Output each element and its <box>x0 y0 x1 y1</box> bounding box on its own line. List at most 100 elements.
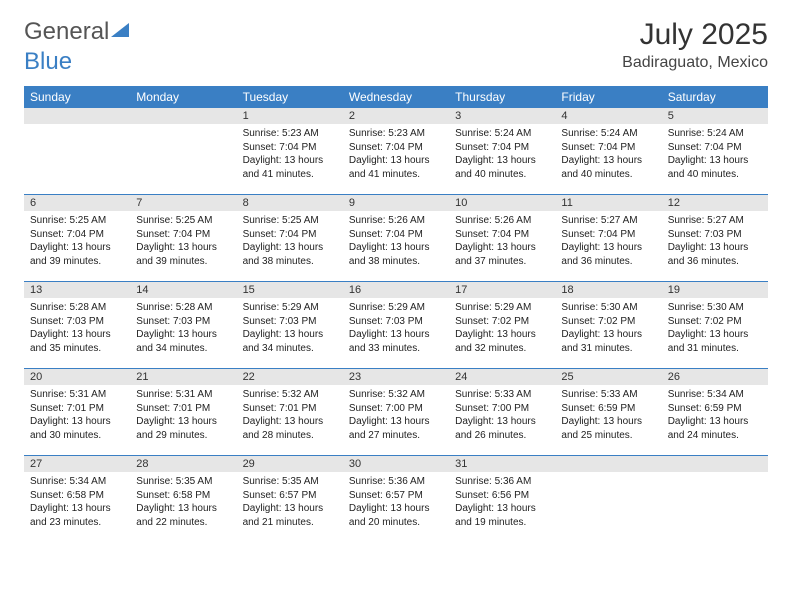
day-number: 1 <box>237 108 343 124</box>
day-header-cell: Saturday <box>662 86 768 108</box>
day-number: 7 <box>130 195 236 211</box>
location-label: Badiraguato, Mexico <box>622 54 768 72</box>
day-data: Sunrise: 5:35 AMSunset: 6:57 PMDaylight:… <box>237 472 343 533</box>
day-header-cell: Friday <box>555 86 661 108</box>
day-data: Sunrise: 5:26 AMSunset: 7:04 PMDaylight:… <box>343 211 449 272</box>
calendar-day-cell: 16Sunrise: 5:29 AMSunset: 7:03 PMDayligh… <box>343 282 449 368</box>
calendar-day-cell: 1Sunrise: 5:23 AMSunset: 7:04 PMDaylight… <box>237 108 343 194</box>
day-number: 24 <box>449 369 555 385</box>
logo-text-2: Blue <box>24 48 72 76</box>
day-number: 11 <box>555 195 661 211</box>
calendar-day-cell: 7Sunrise: 5:25 AMSunset: 7:04 PMDaylight… <box>130 195 236 281</box>
logo: General <box>24 18 129 46</box>
calendar-day-header: SundayMondayTuesdayWednesdayThursdayFrid… <box>24 86 768 108</box>
calendar-day-cell: 26Sunrise: 5:34 AMSunset: 6:59 PMDayligh… <box>662 369 768 455</box>
day-data: Sunrise: 5:32 AMSunset: 7:01 PMDaylight:… <box>237 385 343 446</box>
day-data <box>662 472 768 479</box>
calendar-day-cell: 8Sunrise: 5:25 AMSunset: 7:04 PMDaylight… <box>237 195 343 281</box>
calendar-day-cell: 24Sunrise: 5:33 AMSunset: 7:00 PMDayligh… <box>449 369 555 455</box>
day-number: 26 <box>662 369 768 385</box>
calendar-day-cell: 29Sunrise: 5:35 AMSunset: 6:57 PMDayligh… <box>237 456 343 542</box>
day-number: 5 <box>662 108 768 124</box>
calendar-day-cell: 20Sunrise: 5:31 AMSunset: 7:01 PMDayligh… <box>24 369 130 455</box>
calendar-day-cell: 5Sunrise: 5:24 AMSunset: 7:04 PMDaylight… <box>662 108 768 194</box>
day-number: 2 <box>343 108 449 124</box>
day-data: Sunrise: 5:30 AMSunset: 7:02 PMDaylight:… <box>555 298 661 359</box>
day-data: Sunrise: 5:27 AMSunset: 7:04 PMDaylight:… <box>555 211 661 272</box>
day-number: 13 <box>24 282 130 298</box>
calendar-day-cell: 30Sunrise: 5:36 AMSunset: 6:57 PMDayligh… <box>343 456 449 542</box>
calendar-day-cell: 18Sunrise: 5:30 AMSunset: 7:02 PMDayligh… <box>555 282 661 368</box>
day-number <box>130 108 236 124</box>
calendar-empty-cell <box>24 108 130 194</box>
calendar-week-row: 1Sunrise: 5:23 AMSunset: 7:04 PMDaylight… <box>24 108 768 195</box>
day-data <box>555 472 661 479</box>
day-number: 25 <box>555 369 661 385</box>
calendar-day-cell: 21Sunrise: 5:31 AMSunset: 7:01 PMDayligh… <box>130 369 236 455</box>
calendar-week-row: 13Sunrise: 5:28 AMSunset: 7:03 PMDayligh… <box>24 282 768 369</box>
day-header-cell: Sunday <box>24 86 130 108</box>
day-number: 10 <box>449 195 555 211</box>
calendar-week-row: 27Sunrise: 5:34 AMSunset: 6:58 PMDayligh… <box>24 456 768 542</box>
day-number: 3 <box>449 108 555 124</box>
day-data: Sunrise: 5:24 AMSunset: 7:04 PMDaylight:… <box>449 124 555 185</box>
day-number: 12 <box>662 195 768 211</box>
calendar-day-cell: 23Sunrise: 5:32 AMSunset: 7:00 PMDayligh… <box>343 369 449 455</box>
day-data: Sunrise: 5:29 AMSunset: 7:02 PMDaylight:… <box>449 298 555 359</box>
calendar-day-cell: 15Sunrise: 5:29 AMSunset: 7:03 PMDayligh… <box>237 282 343 368</box>
day-data: Sunrise: 5:29 AMSunset: 7:03 PMDaylight:… <box>343 298 449 359</box>
day-data: Sunrise: 5:32 AMSunset: 7:00 PMDaylight:… <box>343 385 449 446</box>
day-data <box>130 124 236 131</box>
calendar-day-cell: 6Sunrise: 5:25 AMSunset: 7:04 PMDaylight… <box>24 195 130 281</box>
calendar-empty-cell <box>662 456 768 542</box>
day-number: 30 <box>343 456 449 472</box>
day-data: Sunrise: 5:35 AMSunset: 6:58 PMDaylight:… <box>130 472 236 533</box>
day-number: 27 <box>24 456 130 472</box>
day-number: 19 <box>662 282 768 298</box>
calendar-day-cell: 3Sunrise: 5:24 AMSunset: 7:04 PMDaylight… <box>449 108 555 194</box>
day-number: 23 <box>343 369 449 385</box>
day-data: Sunrise: 5:29 AMSunset: 7:03 PMDaylight:… <box>237 298 343 359</box>
day-data: Sunrise: 5:34 AMSunset: 6:58 PMDaylight:… <box>24 472 130 533</box>
day-number: 9 <box>343 195 449 211</box>
calendar-day-cell: 31Sunrise: 5:36 AMSunset: 6:56 PMDayligh… <box>449 456 555 542</box>
day-data: Sunrise: 5:25 AMSunset: 7:04 PMDaylight:… <box>237 211 343 272</box>
calendar-day-cell: 14Sunrise: 5:28 AMSunset: 7:03 PMDayligh… <box>130 282 236 368</box>
day-data: Sunrise: 5:25 AMSunset: 7:04 PMDaylight:… <box>130 211 236 272</box>
day-data: Sunrise: 5:34 AMSunset: 6:59 PMDaylight:… <box>662 385 768 446</box>
logo-text-1: General <box>24 18 109 46</box>
calendar-day-cell: 13Sunrise: 5:28 AMSunset: 7:03 PMDayligh… <box>24 282 130 368</box>
day-number <box>662 456 768 472</box>
day-number <box>555 456 661 472</box>
day-number: 14 <box>130 282 236 298</box>
day-number: 6 <box>24 195 130 211</box>
day-header-cell: Monday <box>130 86 236 108</box>
page-title: July 2025 <box>622 18 768 52</box>
day-data: Sunrise: 5:28 AMSunset: 7:03 PMDaylight:… <box>24 298 130 359</box>
day-data: Sunrise: 5:33 AMSunset: 7:00 PMDaylight:… <box>449 385 555 446</box>
calendar-day-cell: 22Sunrise: 5:32 AMSunset: 7:01 PMDayligh… <box>237 369 343 455</box>
calendar-day-cell: 11Sunrise: 5:27 AMSunset: 7:04 PMDayligh… <box>555 195 661 281</box>
day-number: 15 <box>237 282 343 298</box>
calendar: SundayMondayTuesdayWednesdayThursdayFrid… <box>24 86 768 542</box>
day-number: 28 <box>130 456 236 472</box>
day-number: 17 <box>449 282 555 298</box>
day-data: Sunrise: 5:25 AMSunset: 7:04 PMDaylight:… <box>24 211 130 272</box>
calendar-day-cell: 25Sunrise: 5:33 AMSunset: 6:59 PMDayligh… <box>555 369 661 455</box>
day-number <box>24 108 130 124</box>
logo-triangle-icon <box>111 23 129 37</box>
calendar-day-cell: 12Sunrise: 5:27 AMSunset: 7:03 PMDayligh… <box>662 195 768 281</box>
day-data: Sunrise: 5:23 AMSunset: 7:04 PMDaylight:… <box>237 124 343 185</box>
day-number: 20 <box>24 369 130 385</box>
calendar-week-row: 6Sunrise: 5:25 AMSunset: 7:04 PMDaylight… <box>24 195 768 282</box>
day-data: Sunrise: 5:33 AMSunset: 6:59 PMDaylight:… <box>555 385 661 446</box>
day-data: Sunrise: 5:27 AMSunset: 7:03 PMDaylight:… <box>662 211 768 272</box>
calendar-day-cell: 27Sunrise: 5:34 AMSunset: 6:58 PMDayligh… <box>24 456 130 542</box>
day-data: Sunrise: 5:30 AMSunset: 7:02 PMDaylight:… <box>662 298 768 359</box>
day-number: 8 <box>237 195 343 211</box>
calendar-day-cell: 28Sunrise: 5:35 AMSunset: 6:58 PMDayligh… <box>130 456 236 542</box>
calendar-empty-cell <box>555 456 661 542</box>
day-number: 18 <box>555 282 661 298</box>
calendar-day-cell: 4Sunrise: 5:24 AMSunset: 7:04 PMDaylight… <box>555 108 661 194</box>
calendar-day-cell: 10Sunrise: 5:26 AMSunset: 7:04 PMDayligh… <box>449 195 555 281</box>
